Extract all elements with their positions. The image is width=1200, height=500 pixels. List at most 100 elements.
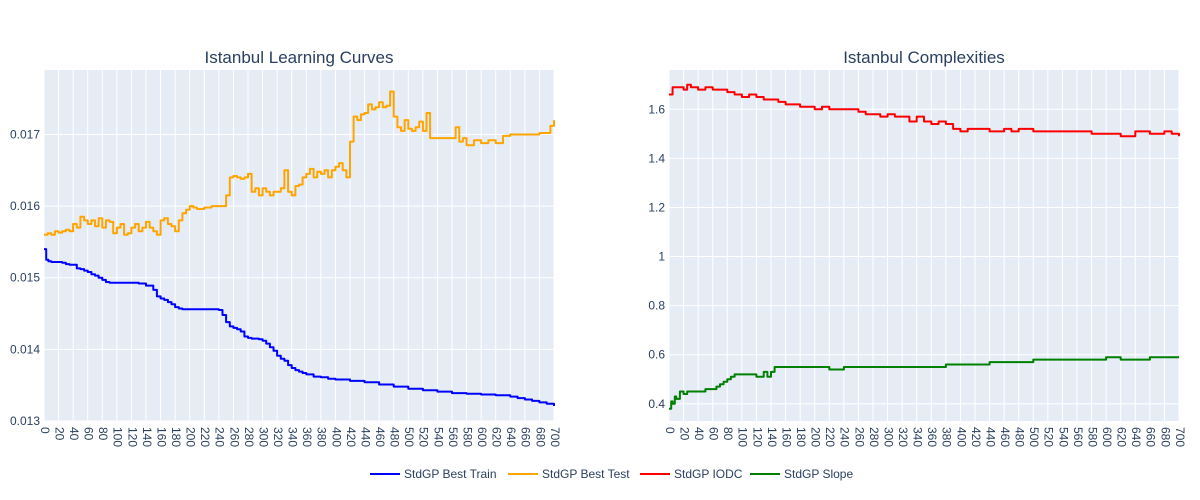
- learning-x-tick-label: 480: [388, 427, 402, 447]
- complexity-x-tick-label: 420: [969, 427, 983, 447]
- complexity-x-tick-label: 560: [1071, 427, 1085, 447]
- complexity-x-tick-label: 320: [896, 427, 910, 447]
- learning-x-tick-label: 600: [475, 427, 489, 447]
- complexity-x-tick-label: 20: [677, 427, 691, 441]
- complexity-y-tick-label: 1.4: [648, 151, 665, 165]
- learning-y-tick-label: 0.014: [10, 342, 40, 356]
- complexity-x-tick-label: 340: [911, 427, 925, 447]
- complexity-y-tick-label: 1: [658, 250, 665, 264]
- complexity-x-tick-label: 660: [1144, 427, 1158, 447]
- learning-x-tick-label: 120: [125, 427, 139, 447]
- learning-x-tick-label: 300: [256, 427, 270, 447]
- learning-x-tick-label: 180: [169, 427, 183, 447]
- learning-x-tick-label: 680: [533, 427, 547, 447]
- learning-x-tick-label: 260: [227, 427, 241, 447]
- learning-x-tick-label: 500: [402, 427, 416, 447]
- complexity-x-tick-label: 520: [1042, 427, 1056, 447]
- complexity-x-tick-label: 680: [1158, 427, 1172, 447]
- complexities-title: Istanbul Complexities: [843, 48, 1005, 67]
- complexity-x-tick-label: 180: [794, 427, 808, 447]
- complexity-x-tick-label: 240: [838, 427, 852, 447]
- legend-item-best-train[interactable]: StdGP Best Train: [370, 467, 497, 481]
- complexity-x-tick-label: 300: [881, 427, 895, 447]
- complexity-y-tick-label: 1.6: [648, 102, 665, 116]
- learning-x-tick-label: 360: [300, 427, 314, 447]
- complexity-x-tick-label: 0: [663, 427, 677, 434]
- complexity-x-tick-label: 700: [1173, 427, 1187, 447]
- series-line-stdgp-slope[interactable]: [669, 356, 1179, 410]
- legend-item-slope[interactable]: StdGP Slope: [750, 467, 853, 481]
- learning-curves-panel: Istanbul Learning Curves 0 20 40 60 80 100 120…: [10, 48, 562, 447]
- complexity-x-tick-label: 440: [983, 427, 997, 447]
- complexity-x-tick-label: 580: [1085, 427, 1099, 447]
- learning-x-tick-label: 380: [315, 427, 329, 447]
- learning-x-tick-label: 60: [82, 427, 96, 441]
- series-line-stdgp-iodc[interactable]: [669, 83, 1180, 138]
- legend-item-best-test[interactable]: StdGP Best Test: [508, 467, 630, 481]
- legend-label-best-test: StdGP Best Test: [542, 467, 630, 481]
- complexity-x-tick-label: 500: [1027, 427, 1041, 447]
- complexity-x-tick-label: 40: [692, 427, 706, 441]
- learning-x-tick-label: 420: [344, 427, 358, 447]
- learning-plot-area[interactable]: [44, 70, 554, 421]
- learning-x-tick-label: 200: [184, 427, 198, 447]
- complexity-x-tick-label: 80: [721, 427, 735, 441]
- learning-x-tick-label: 100: [111, 427, 125, 447]
- learning-x-tick-label: 440: [358, 427, 372, 447]
- learning-y-tick-label: 0.017: [10, 127, 40, 141]
- learning-x-tick-label: 160: [154, 427, 168, 447]
- legend-label-slope: StdGP Slope: [784, 467, 853, 481]
- learning-x-tick-label: 220: [198, 427, 212, 447]
- learning-x-tick-label: 340: [286, 427, 300, 447]
- complexity-x-tick-label: 140: [765, 427, 779, 447]
- complexity-x-tick-label: 200: [809, 427, 823, 447]
- complexity-x-tick-label: 220: [823, 427, 837, 447]
- learning-x-tick-label: 320: [271, 427, 285, 447]
- learning-x-tick-label: 40: [67, 427, 81, 441]
- complexity-x-tick-label: 280: [867, 427, 881, 447]
- learning-x-tick-label: 580: [460, 427, 474, 447]
- legend-label-best-train: StdGP Best Train: [404, 467, 497, 481]
- complexity-y-tick-label: 0.6: [648, 348, 665, 362]
- series-line-stdgp-best-test[interactable]: [44, 90, 555, 236]
- learning-x-tick-label: 660: [519, 427, 533, 447]
- learning-x-tick-label: 640: [504, 427, 518, 447]
- learning-x-tick-label: 140: [140, 427, 154, 447]
- complexity-x-tick-label: 100: [736, 427, 750, 447]
- learning-x-tick-label: 240: [213, 427, 227, 447]
- learning-curves-title: Istanbul Learning Curves: [204, 48, 393, 67]
- learning-x-tick-label: 700: [548, 427, 562, 447]
- learning-y-tick-label: 0.015: [10, 271, 40, 285]
- learning-x-tick-label: 460: [373, 427, 387, 447]
- learning-x-tick-label: 560: [446, 427, 460, 447]
- learning-x-tick-label: 400: [329, 427, 343, 447]
- learning-x-tick-label: 80: [96, 427, 110, 441]
- complexity-x-tick-label: 460: [998, 427, 1012, 447]
- complexity-y-tick-label: 0.8: [648, 299, 665, 313]
- legend-label-iodc: StdGP IODC: [674, 467, 743, 481]
- complexity-x-tick-label: 120: [750, 427, 764, 447]
- complexity-x-tick-label: 540: [1056, 427, 1070, 447]
- complexity-plot-area[interactable]: [669, 70, 1179, 421]
- learning-x-tick-label: 620: [490, 427, 504, 447]
- complexity-y-tick-label: 1.2: [648, 200, 665, 214]
- complexity-x-tick-label: 600: [1100, 427, 1114, 447]
- legend-item-iodc[interactable]: StdGP IODC: [640, 467, 743, 481]
- learning-x-tick-label: 540: [431, 427, 445, 447]
- complexity-y-tick-label: 0.4: [648, 397, 665, 411]
- complexity-x-tick-label: 360: [925, 427, 939, 447]
- learning-x-tick-label: 280: [242, 427, 256, 447]
- complexity-x-tick-label: 60: [707, 427, 721, 441]
- learning-x-tick-label: 20: [52, 427, 66, 441]
- series-line-stdgp-best-train[interactable]: [44, 248, 555, 406]
- learning-y-tick-label: 0.016: [10, 199, 40, 213]
- learning-y-tick-label: 0.013: [10, 414, 40, 428]
- complexity-x-tick-label: 380: [940, 427, 954, 447]
- legend: StdGP Best Train StdGP Best Test StdGP I…: [370, 467, 853, 481]
- complexity-x-tick-label: 620: [1115, 427, 1129, 447]
- complexities-panel: Istanbul Complexities 0 20 40 60 80 100 120 140…: [648, 48, 1187, 447]
- complexity-x-tick-label: 480: [1013, 427, 1027, 447]
- complexity-x-tick-label: 640: [1129, 427, 1143, 447]
- complexity-x-tick-label: 260: [852, 427, 866, 447]
